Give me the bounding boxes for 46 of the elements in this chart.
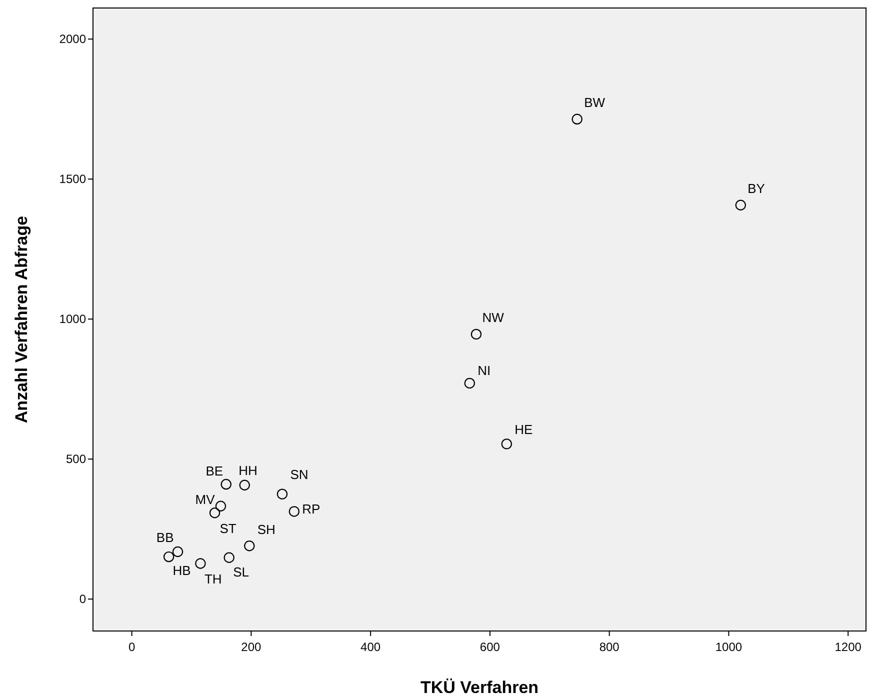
point <box>244 540 255 552</box>
annotation: BE <box>206 463 224 478</box>
annotation: RP <box>302 501 320 516</box>
point <box>209 507 220 518</box>
annotation: SH <box>257 522 276 537</box>
point <box>163 551 174 562</box>
y-tick-label: 1000 <box>59 312 86 326</box>
x-tick-label: 200 <box>241 640 262 654</box>
x-tick-label: 1000 <box>715 640 742 654</box>
point <box>735 200 746 210</box>
y-tick-label: 1500 <box>59 172 86 186</box>
x-tick-label: 400 <box>360 640 381 654</box>
x-tick-label: 800 <box>599 640 620 654</box>
point <box>464 378 475 389</box>
point <box>224 552 234 563</box>
x-tick-label: 600 <box>480 640 500 654</box>
annotation: HB <box>172 562 191 578</box>
point <box>501 438 512 450</box>
annotation: BB <box>156 530 174 545</box>
annotation: TH <box>204 572 222 587</box>
x-tick-label: 0 <box>128 640 136 654</box>
x-axis-title: TKÜ Verfahren <box>420 678 539 697</box>
x-tick-label: 1200 <box>834 640 862 654</box>
point <box>276 488 288 500</box>
y-axis-title: Anzahl Verfahren Abfrage <box>12 216 31 424</box>
point <box>195 558 206 569</box>
point <box>172 546 184 558</box>
annotation: ST <box>220 520 236 536</box>
y-tick-label: 2000 <box>59 32 86 46</box>
annotation: SL <box>233 564 249 580</box>
annotation: HE <box>514 422 534 437</box>
y-tick-label: 500 <box>66 452 86 466</box>
point <box>220 478 232 490</box>
annotation: BW <box>584 95 606 110</box>
point <box>288 506 300 517</box>
point <box>470 328 482 340</box>
annotation: HH <box>238 463 258 478</box>
y-tick-label: 0 <box>79 592 86 606</box>
annotation: SN <box>290 467 308 482</box>
annotation: NI <box>478 363 491 378</box>
annotation: MV <box>195 492 216 508</box>
point <box>572 114 582 125</box>
annotation: BY <box>748 181 766 196</box>
point <box>215 500 226 512</box>
annotation: NW <box>482 310 505 326</box>
point <box>239 480 250 490</box>
